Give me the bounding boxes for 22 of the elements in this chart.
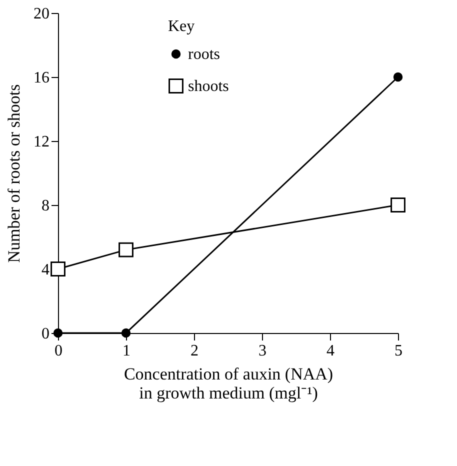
point [393,72,403,82]
y-tick-label: 20 [34,6,50,22]
y-tick-label: 12 [34,134,50,150]
x-tick-label: 5 [394,342,402,360]
x-tick-label: 2 [190,342,198,360]
y-tick-label: 16 [34,70,50,86]
point [50,262,66,276]
y-axis-title: Number of roots or shoots [4,84,24,263]
y-tick-label: 0 [42,326,50,342]
y-tick-label: 8 [42,198,50,214]
x-tick-label: 0 [54,342,62,360]
legend-title: Key [168,18,195,35]
x-tick-label: 1 [122,342,130,360]
legend-label: shoots [188,78,229,95]
y-tick-label: 4 [42,262,50,278]
x-axis-title: Concentration of auxin (NAA) in growth medium (mgl⁻¹) [124,364,334,402]
legend-label: roots [188,46,220,63]
point [121,328,131,338]
x-tick-label: 4 [326,342,334,360]
point [118,242,134,258]
x-tick-label: 3 [258,342,266,360]
point [390,198,406,212]
